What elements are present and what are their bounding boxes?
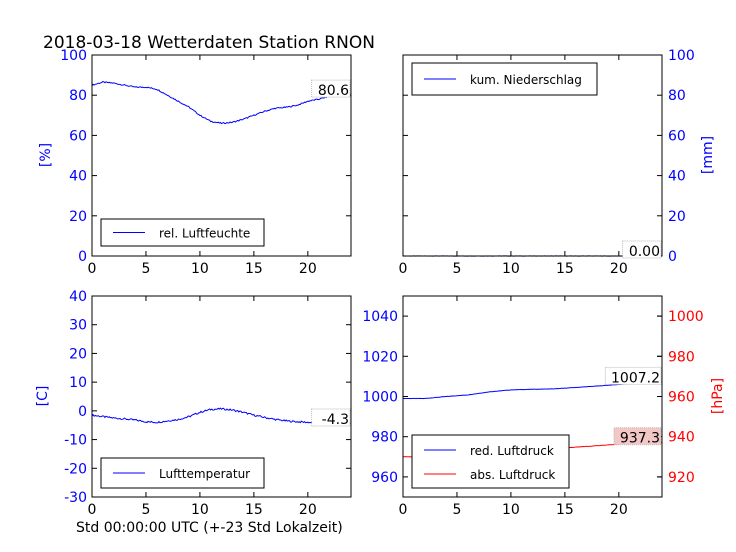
value-label: -4.3	[322, 412, 349, 428]
legend-entry: abs. Luftdruck	[470, 468, 555, 482]
x-tick-label: 20	[610, 502, 628, 518]
legend-entry: rel. Luftfeuchte	[159, 227, 250, 241]
y-axis-label: [mm]	[700, 136, 716, 174]
x-tick-label: 0	[88, 261, 97, 277]
series-line	[91, 81, 352, 125]
y-tick-label: 60	[69, 128, 87, 144]
value-label-box	[311, 79, 351, 98]
value-label: 1007.2	[611, 370, 660, 386]
y-right-tick-label: 920	[668, 470, 695, 486]
y-tick-label: 1020	[362, 349, 398, 365]
y-tick-label: 20	[69, 209, 87, 225]
y-right-tick-label: 1000	[668, 309, 704, 325]
precipitation-panel: 0 5 10 15 20 0 20 40 60 80 100 [mm] 0.00 kum. Nieders…	[399, 48, 716, 277]
x-tick-label: 5	[452, 261, 461, 277]
y-tick-label: 80	[668, 88, 686, 104]
plot-frame	[402, 54, 663, 257]
y-tick-label: 60	[668, 128, 686, 144]
legend-entry: Lufttemperatur	[159, 467, 250, 481]
x-tick-label: 5	[141, 502, 150, 518]
x-tick-label: 10	[502, 261, 520, 277]
y-tick-label: -10	[64, 433, 87, 449]
x-tick-label: 20	[610, 261, 628, 277]
value-label-box	[613, 427, 662, 446]
y-tick-label: 1000	[362, 390, 398, 406]
x-tick-label: 15	[556, 502, 574, 518]
y-right-tick-label: 960	[668, 390, 695, 406]
x-tick-label: 10	[191, 261, 209, 277]
y-right-tick-label: 940	[668, 430, 695, 446]
legend-box	[411, 434, 570, 489]
legend-entry: kum. Niederschlag	[470, 73, 582, 87]
x-tick-label: 5	[452, 502, 461, 518]
x-tick-label: 5	[141, 261, 150, 277]
y-tick-label: -30	[64, 490, 87, 506]
y-tick-label: 80	[69, 88, 87, 104]
x-tick-label: 15	[245, 261, 263, 277]
humidity-panel: 0 5 10 15 20 0 20 40 60 80 100 [%] 80.6 rel. Luftfeuc…	[38, 48, 352, 277]
figure-xlabel: Std 00:00:00 UTC (+-23 Std Lokalzeit)	[76, 520, 343, 536]
legend-entry: red. Luftdruck	[470, 444, 554, 458]
x-tick-label: 0	[399, 502, 408, 518]
pressure-panel: 0 5 10 15 20 960 980 1000 1020 1040 920 940 960 980 10…	[362, 295, 726, 518]
value-label-box	[622, 240, 662, 259]
temperature-panel: 0 5 10 15 20 -30 -20 -10 0 10 20 30 40 [C] -4.3 Lufttem…	[35, 289, 352, 518]
value-label: 937.3	[620, 431, 660, 447]
y-tick-label: 20	[69, 346, 87, 362]
x-tick-label: 0	[399, 261, 408, 277]
plot-frame	[91, 54, 352, 257]
value-label-box	[311, 408, 351, 427]
y-tick-label: 20	[668, 209, 686, 225]
y-axis-label: [C]	[35, 386, 51, 407]
y-tick-label: 40	[668, 169, 686, 185]
y-tick-label: 0	[668, 249, 677, 265]
plot-frame	[91, 295, 352, 498]
y-tick-label: -20	[64, 461, 87, 477]
y-tick-label: 980	[371, 430, 398, 446]
legend-box	[411, 62, 598, 96]
y-tick-label: 10	[69, 375, 87, 391]
y-tick-label: 100	[668, 48, 695, 64]
figure-title: 2018-03-18 Wetterdaten Station RNON	[43, 33, 375, 53]
value-label: 80.6	[318, 83, 349, 99]
y-tick-label: 100	[60, 48, 87, 64]
x-tick-label: 0	[88, 502, 97, 518]
value-label: 0.00	[629, 244, 660, 260]
y-tick-label: 40	[69, 289, 87, 305]
y-tick-label: 960	[371, 470, 398, 486]
x-tick-label: 20	[299, 261, 317, 277]
x-tick-label: 15	[245, 502, 263, 518]
y-right-axis-label: [hPa]	[710, 378, 726, 414]
x-tick-label: 10	[191, 502, 209, 518]
value-label-box	[604, 366, 662, 385]
series-line	[91, 407, 352, 425]
x-tick-label: 10	[502, 502, 520, 518]
x-tick-label: 15	[556, 261, 574, 277]
y-right-tick-label: 980	[668, 349, 695, 365]
y-tick-label: 0	[78, 404, 87, 420]
plot-frame	[402, 295, 663, 498]
y-axis-label: [%]	[38, 143, 54, 167]
y-tick-label: 40	[69, 169, 87, 185]
y-tick-label: 0	[78, 249, 87, 265]
y-tick-label: 1040	[362, 309, 398, 325]
y-tick-label: 30	[69, 318, 87, 334]
x-tick-label: 20	[299, 502, 317, 518]
